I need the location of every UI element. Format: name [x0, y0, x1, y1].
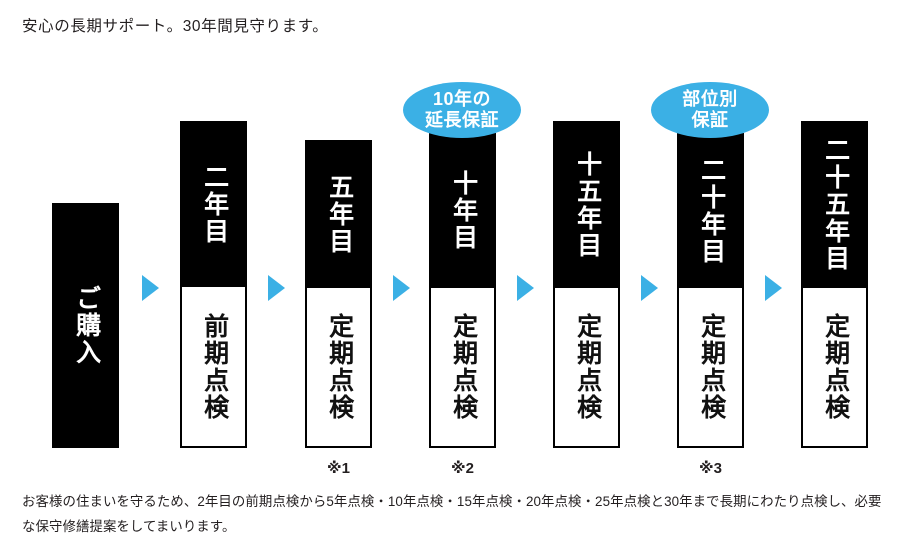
page-title: 安心の長期サポート。30年間見守ります。 — [22, 18, 329, 35]
warranty-badge-year-10: 10年の 延長保証 — [403, 82, 521, 138]
stage-year-15-inspection-body: 定期点検 — [553, 288, 620, 448]
stage-year-25-inspection-body: 定期点検 — [801, 288, 868, 448]
stage-year-10-inspection-body: 定期点検 — [429, 288, 496, 448]
stage-year-20-inspection-label: 定期点検 — [697, 313, 725, 421]
stage-year-20-year-label: 二十年目 — [697, 156, 725, 265]
warranty-badge-year-10-line1: 10年の — [432, 89, 492, 110]
stage-year-10-year-label: 十年目 — [449, 170, 477, 251]
warranty-badge-year-20-line2: 保証 — [691, 110, 729, 130]
stage-year-10-year-header: 十年目 — [429, 133, 496, 288]
caption-text: お客様の住まいを守るため、2年目の前期点検から5年点検・10年点検・15年点検・… — [22, 494, 882, 534]
stage-year-5-inspection-label: 定期点検 — [325, 313, 353, 421]
warranty-badge-year-20: 部位別 保証 — [651, 82, 769, 138]
timeline-stage-year-5: 五年目 定期点検 — [305, 140, 372, 448]
arrow-right-icon — [141, 275, 159, 301]
timeline-stage-year-10: 十年目 定期点検 — [429, 133, 496, 448]
stage-year-5-inspection-body: 定期点検 — [305, 288, 372, 448]
arrow-right-icon — [516, 275, 534, 301]
stage-year-15-year-label: 十五年目 — [573, 150, 601, 259]
timeline-stage-year-15: 十五年目 定期点検 — [553, 121, 620, 448]
timeline-stage-year-25: 二十五年目 定期点検 — [801, 121, 868, 448]
footnote-marker-year-20: ※3 — [699, 460, 722, 477]
arrow-right-icon — [392, 275, 410, 301]
arrow-right-icon — [764, 275, 782, 301]
stage-year-2-year-label: 二年目 — [200, 163, 228, 245]
warranty-badge-year-10-line2: 延長保証 — [425, 110, 499, 130]
stage-year-2-inspection-body: 前期点検 — [180, 287, 247, 448]
stage-year-5-year-header: 五年目 — [305, 140, 372, 288]
stage-year-20-year-header: 二十年目 — [677, 133, 744, 288]
footnote-marker-year-10: ※2 — [451, 460, 474, 477]
stage-year-2-inspection-label: 前期点検 — [200, 312, 228, 421]
timeline-stage-purchase: ご購入 — [52, 203, 119, 448]
stage-year-25-year-label: 二十五年目 — [821, 137, 849, 272]
stage-year-10-inspection-label: 定期点検 — [449, 313, 477, 421]
warranty-badge-year-20-line1: 部位別 — [682, 89, 738, 110]
stage-purchase-block: ご購入 — [52, 203, 119, 448]
stage-year-25-year-header: 二十五年目 — [801, 121, 868, 288]
stage-year-25-inspection-label: 定期点検 — [821, 313, 849, 421]
arrow-right-icon — [268, 275, 285, 301]
arrow-right-icon — [640, 275, 658, 301]
stage-year-15-year-header: 十五年目 — [553, 121, 620, 288]
support-timeline-diagram: ご購入 二年目 前期点検 五年目 定期点検 ※1 十年目 定期点検 ※2 10年の 延長保証 十五年目… — [0, 60, 902, 480]
stage-year-15-inspection-label: 定期点検 — [573, 313, 601, 421]
stage-year-20-inspection-body: 定期点検 — [677, 288, 744, 448]
footnote-marker-year-5: ※1 — [327, 460, 350, 477]
stage-year-2-year-header: 二年目 — [180, 121, 247, 287]
stage-year-5-year-label: 五年目 — [325, 173, 353, 255]
stage-purchase-label: ご購入 — [72, 285, 100, 366]
timeline-stage-year-20: 二十年目 定期点検 — [677, 133, 744, 448]
timeline-stage-year-2: 二年目 前期点検 — [180, 121, 247, 448]
